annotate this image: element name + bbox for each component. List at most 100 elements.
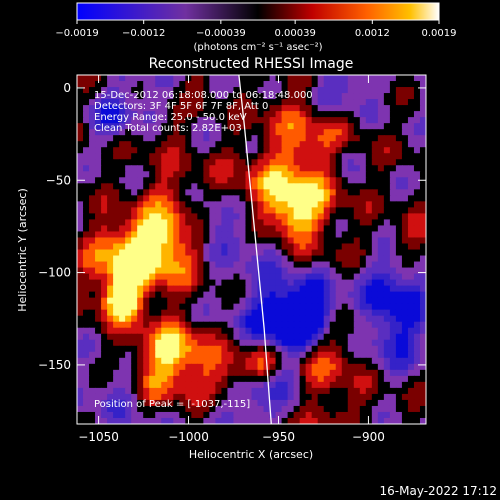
heatmap-cell	[209, 123, 216, 130]
heatmap-cell	[89, 345, 96, 353]
heatmap-cell	[365, 189, 373, 196]
heatmap-cell	[395, 303, 403, 311]
heatmap-cell	[77, 237, 84, 245]
heatmap-cell	[281, 231, 289, 239]
heatmap-cell	[329, 399, 337, 407]
heatmap-cell	[389, 165, 397, 172]
heatmap-cell	[263, 117, 271, 124]
heatmap-cell	[275, 327, 283, 335]
heatmap-cell	[125, 207, 132, 214]
heatmap-cell	[125, 411, 132, 419]
heatmap-cell	[185, 345, 192, 353]
heatmap-cell	[347, 129, 355, 136]
heatmap-cell	[149, 327, 156, 335]
heatmap-cell	[113, 165, 120, 172]
heatmap-cell	[311, 141, 319, 148]
heatmap-cell	[257, 333, 265, 341]
heatmap-cell	[179, 201, 186, 208]
heatmap-cell	[305, 231, 313, 239]
heatmap-cell	[185, 351, 192, 359]
heatmap-cell	[233, 201, 241, 208]
heatmap-cell	[167, 291, 174, 299]
heatmap-cell	[359, 267, 367, 275]
heatmap-cell	[407, 153, 415, 160]
heatmap-cell	[221, 399, 229, 407]
heatmap-cell	[389, 189, 397, 196]
heatmap-cell	[281, 135, 289, 142]
heatmap-cell	[197, 267, 204, 275]
heatmap-cell	[137, 189, 144, 196]
heatmap-cell	[389, 267, 397, 275]
heatmap-cell	[269, 267, 277, 275]
heatmap-cell	[317, 219, 325, 227]
heatmap-cell	[83, 243, 90, 251]
heatmap-cell	[299, 369, 307, 377]
heatmap-cell	[419, 309, 426, 317]
heatmap-cell	[125, 219, 132, 227]
heatmap-cell	[287, 255, 295, 263]
heatmap-cell	[179, 135, 186, 142]
heatmap-cell	[323, 171, 331, 178]
heatmap-cell	[257, 75, 265, 82]
heatmap-cell	[311, 225, 319, 233]
heatmap-cell	[95, 321, 102, 329]
heatmap-cell	[275, 315, 283, 323]
heatmap-cell	[125, 267, 132, 275]
heatmap-cell	[215, 267, 223, 275]
heatmap-cell	[365, 237, 373, 245]
heatmap-cell	[389, 81, 397, 88]
heatmap-cell	[305, 321, 313, 329]
heatmap-cell	[329, 213, 337, 221]
heatmap-cell	[395, 117, 403, 124]
heatmap-cell	[281, 81, 289, 88]
heatmap-cell	[143, 405, 150, 413]
heatmap-cell	[347, 81, 355, 88]
heatmap-cell	[113, 189, 120, 196]
heatmap-cell	[209, 291, 216, 299]
heatmap-cell	[419, 273, 426, 281]
heatmap-cell	[389, 279, 397, 287]
heatmap-cell	[281, 195, 289, 202]
heatmap-cell	[377, 333, 385, 341]
heatmap-cell	[413, 135, 421, 142]
heatmap-cell	[329, 111, 337, 118]
heatmap-cell	[293, 291, 301, 299]
heatmap-cell	[113, 297, 120, 305]
heatmap-cell	[341, 111, 349, 118]
heatmap-cell	[143, 309, 150, 317]
heatmap-cell	[359, 177, 367, 184]
heatmap-cell	[329, 393, 337, 401]
heatmap-cell	[89, 219, 96, 227]
heatmap-cell	[365, 171, 373, 178]
heatmap-cell	[347, 255, 355, 263]
heatmap-cell	[179, 171, 186, 178]
heatmap-cell	[245, 375, 253, 383]
heatmap-cell	[335, 291, 343, 299]
heatmap-cell	[101, 381, 108, 389]
heatmap-cell	[257, 93, 265, 100]
heatmap-cell	[329, 123, 337, 130]
heatmap-cell	[419, 357, 426, 365]
heatmap-cell	[287, 399, 295, 407]
heatmap-cell	[221, 75, 229, 82]
heatmap-cell	[353, 129, 361, 136]
heatmap-cell	[371, 267, 379, 275]
heatmap-cell	[317, 231, 325, 239]
heatmap-cell	[383, 315, 391, 323]
heatmap-cell	[227, 207, 235, 214]
heatmap-cell	[155, 87, 162, 94]
heatmap-cell	[119, 381, 126, 389]
heatmap-cell	[149, 387, 156, 395]
heatmap-cell	[173, 399, 180, 407]
heatmap-cell	[191, 195, 198, 202]
heatmap-cell	[323, 105, 331, 112]
heatmap-cell	[239, 267, 247, 275]
heatmap-cell	[281, 123, 289, 130]
heatmap-cell	[161, 81, 168, 88]
heatmap-cell	[263, 135, 271, 142]
heatmap-cell	[395, 315, 403, 323]
heatmap-cell	[413, 387, 421, 395]
heatmap-cell	[131, 99, 138, 106]
heatmap-cell	[197, 189, 204, 196]
heatmap-cell	[83, 375, 90, 383]
